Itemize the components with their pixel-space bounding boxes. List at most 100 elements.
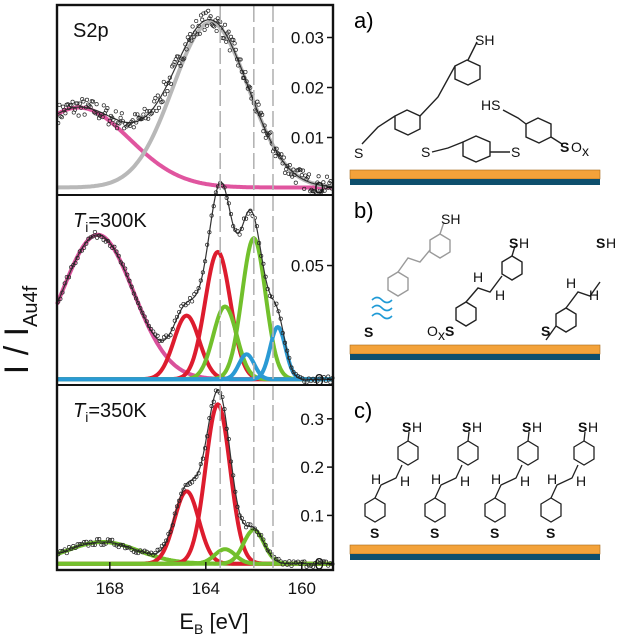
data-point (204, 23, 210, 28)
data-point (240, 75, 246, 81)
data-point (172, 511, 177, 516)
data-point (62, 281, 67, 286)
data-point (319, 559, 324, 564)
data-point (151, 329, 156, 334)
data-point (179, 304, 184, 309)
data-point (196, 23, 201, 28)
data-point (267, 293, 272, 298)
data-point (88, 105, 93, 110)
data-point (276, 309, 281, 314)
scheme-c-atom-h-3: H (431, 471, 441, 487)
data-point (221, 36, 226, 41)
data-point (140, 310, 145, 315)
data-point (287, 355, 292, 361)
plot-frame (55, 3, 335, 572)
data-point (57, 102, 62, 107)
data-point (311, 376, 316, 381)
data-point (69, 546, 74, 552)
data-point (211, 204, 216, 209)
data-point (263, 274, 268, 279)
data-point (244, 79, 249, 84)
scheme-c-atom-h-top-3: H (532, 419, 542, 435)
data-point (233, 227, 238, 232)
y-axis-label-sub: Au4f (20, 285, 42, 327)
data-point (321, 180, 326, 185)
data-point (254, 224, 259, 229)
data-point (287, 559, 292, 564)
data-point (86, 102, 91, 107)
data-point (125, 272, 130, 277)
y-tick-label: 0 (315, 370, 324, 389)
data-point (120, 119, 126, 124)
data-point (63, 111, 68, 116)
data-point (226, 201, 231, 206)
data-point (237, 232, 242, 237)
data-point (132, 112, 138, 117)
data-point (198, 278, 203, 283)
panel-label: Ti=350K (73, 400, 147, 425)
data-point (79, 248, 85, 253)
data-point (80, 97, 85, 102)
data-point (243, 69, 248, 75)
scheme-c-atom-h-6: H (520, 473, 530, 489)
data-point (107, 118, 112, 123)
data-point (120, 542, 126, 547)
scheme-c-atom-s-top-4: S (578, 419, 587, 435)
data-point (306, 376, 311, 381)
data-point (112, 122, 117, 127)
data-point (224, 39, 229, 44)
data-point (285, 163, 290, 168)
data-point (92, 229, 97, 235)
data-point (103, 239, 108, 244)
data-point (241, 216, 247, 221)
data-point (302, 186, 307, 191)
data-point (286, 171, 291, 176)
scheme-c-atom-s-top-1: S (402, 419, 411, 435)
scheme-b-atom-s-red-2: S (596, 235, 605, 251)
data-point (274, 301, 279, 306)
data-point (75, 101, 80, 106)
data-point (77, 101, 82, 106)
scheme-b-atom-o: O (427, 323, 438, 339)
data-point (188, 32, 193, 37)
data-point (186, 37, 192, 43)
scheme-b-atom-h-5: H (589, 287, 599, 303)
data-point (112, 542, 117, 547)
y-axis-label: I / IAu4f (0, 285, 42, 374)
data-point (279, 152, 284, 157)
data-point (110, 115, 115, 120)
data-point (94, 102, 99, 107)
x-axis-label-main: E (179, 609, 194, 634)
data-point (187, 296, 193, 301)
x-axis-label: EB [eV] (179, 609, 248, 637)
data-point (226, 437, 231, 442)
data-point (315, 379, 320, 384)
data-point (95, 235, 100, 240)
data-point (130, 118, 135, 123)
scheme-a-substrate-base (350, 179, 600, 185)
data-point (322, 188, 327, 193)
data-point (149, 327, 154, 332)
data-point (71, 263, 76, 268)
data-point (252, 526, 257, 531)
data-point (231, 224, 236, 229)
data-point (110, 245, 115, 250)
xps-panel-1: 0.03 0.02 0.01 0 S2p (55, 8, 334, 198)
data-point (180, 57, 186, 62)
data-point (92, 542, 97, 547)
data-point (238, 57, 243, 62)
data-point (239, 226, 244, 231)
data-point (78, 105, 84, 110)
data-point (248, 208, 253, 213)
data-point (200, 17, 205, 22)
scheme-c-atom-s-bottom-1: S (370, 525, 379, 541)
data-point (84, 97, 90, 102)
scheme-a-atom-s3: S (511, 144, 520, 160)
data-point (184, 47, 189, 52)
data-point (248, 85, 253, 90)
y-tick-label: 0 (315, 555, 324, 574)
data-point (82, 112, 87, 117)
data-point (304, 380, 309, 385)
data-point (153, 332, 158, 337)
